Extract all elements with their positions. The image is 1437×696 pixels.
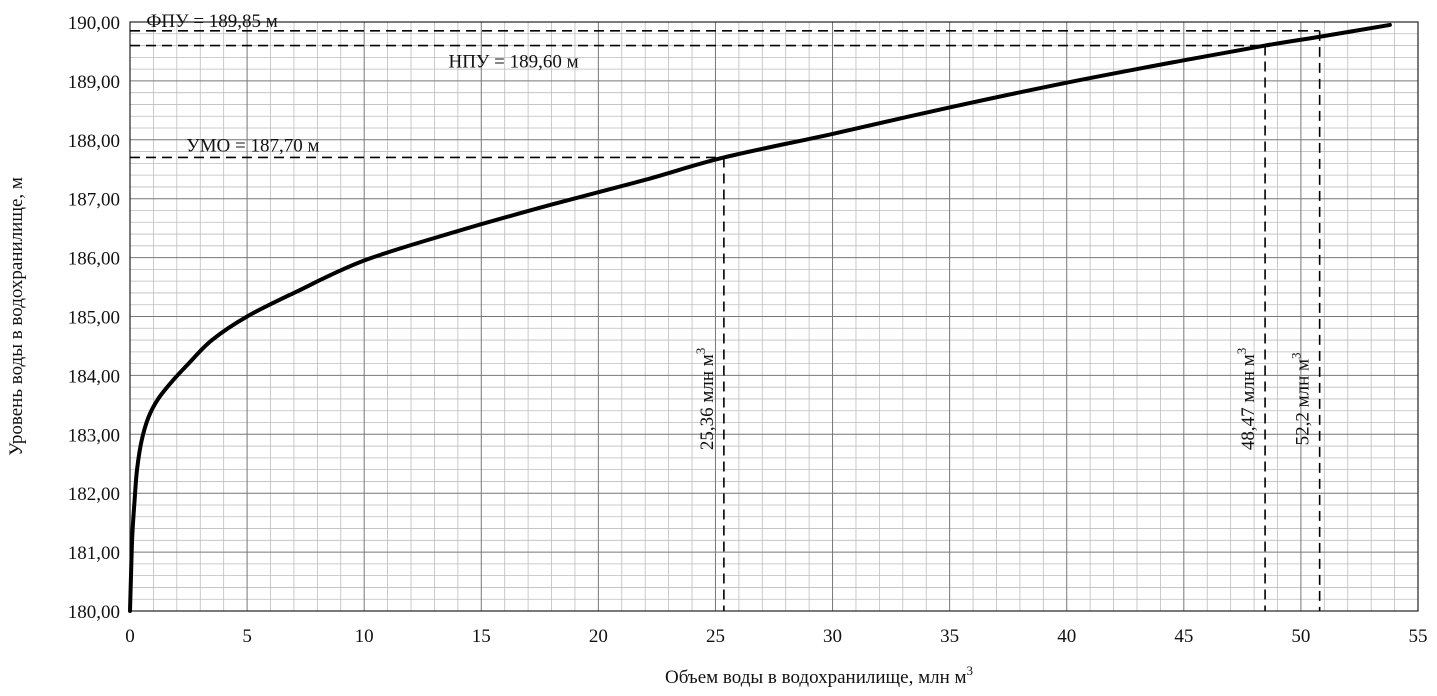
volume-level-curve bbox=[128, 22, 1392, 613]
volume-label: 25,36 млн м3 bbox=[693, 348, 718, 450]
y-tick-label: 183,00 bbox=[68, 425, 120, 446]
x-tick-label: 15 bbox=[472, 626, 491, 647]
volume-label: 48,47 млн м3 bbox=[1234, 348, 1259, 450]
y-tick-label: 182,00 bbox=[68, 484, 120, 505]
y-tick-label: 190,00 bbox=[68, 13, 120, 34]
x-tick-label: 20 bbox=[589, 626, 608, 647]
y-tick-label: 187,00 bbox=[68, 190, 120, 211]
x-tick-label: 55 bbox=[1409, 626, 1428, 647]
x-tick-label: 5 bbox=[242, 626, 252, 647]
x-tick-label: 40 bbox=[1057, 626, 1076, 647]
x-tick-label: 10 bbox=[355, 626, 374, 647]
x-tick-label: 50 bbox=[1291, 626, 1310, 647]
plot-frame bbox=[129, 21, 1419, 612]
y-tick-label: 185,00 bbox=[68, 308, 120, 329]
y-tick-labels: 180,00 181,00 182,00 183,00 184,00 185,00 186,… bbox=[68, 13, 120, 623]
x-tick-label: 0 bbox=[125, 626, 135, 647]
reference-label: ФПУ = 189,85 м bbox=[146, 11, 277, 32]
x-tick-labels: 0 5 10 15 20 25 30 35 40 45 50 55 bbox=[125, 626, 1427, 647]
y-tick-label: 188,00 bbox=[68, 131, 120, 152]
x-tick-label: 45 bbox=[1174, 626, 1193, 647]
volume-label: 52,2 млн м3 bbox=[1289, 352, 1314, 445]
y-tick-label: 184,00 bbox=[68, 366, 120, 387]
reference-label: УМО = 187,70 м bbox=[186, 135, 319, 156]
major-grid bbox=[129, 21, 1419, 612]
y-tick-label: 189,00 bbox=[68, 72, 120, 93]
reference-label: НПУ = 189,60 м bbox=[448, 52, 578, 73]
reference-lines bbox=[130, 30, 1321, 611]
y-tick-label: 181,00 bbox=[68, 543, 120, 564]
annotations: ФПУ = 189,85 м НПУ = 189,60 м УМО = 187,70… bbox=[146, 11, 1313, 450]
y-axis-title: Уровень воды в водохранилище, м bbox=[6, 177, 27, 456]
y-tick-label: 180,00 bbox=[68, 602, 120, 623]
x-tick-label: 35 bbox=[940, 626, 959, 647]
x-tick-label: 30 bbox=[823, 626, 842, 647]
x-axis-title: Объем воды в водохранилище, млн м3 bbox=[665, 663, 973, 688]
y-tick-label: 186,00 bbox=[68, 249, 120, 270]
x-tick-label: 25 bbox=[706, 626, 725, 647]
